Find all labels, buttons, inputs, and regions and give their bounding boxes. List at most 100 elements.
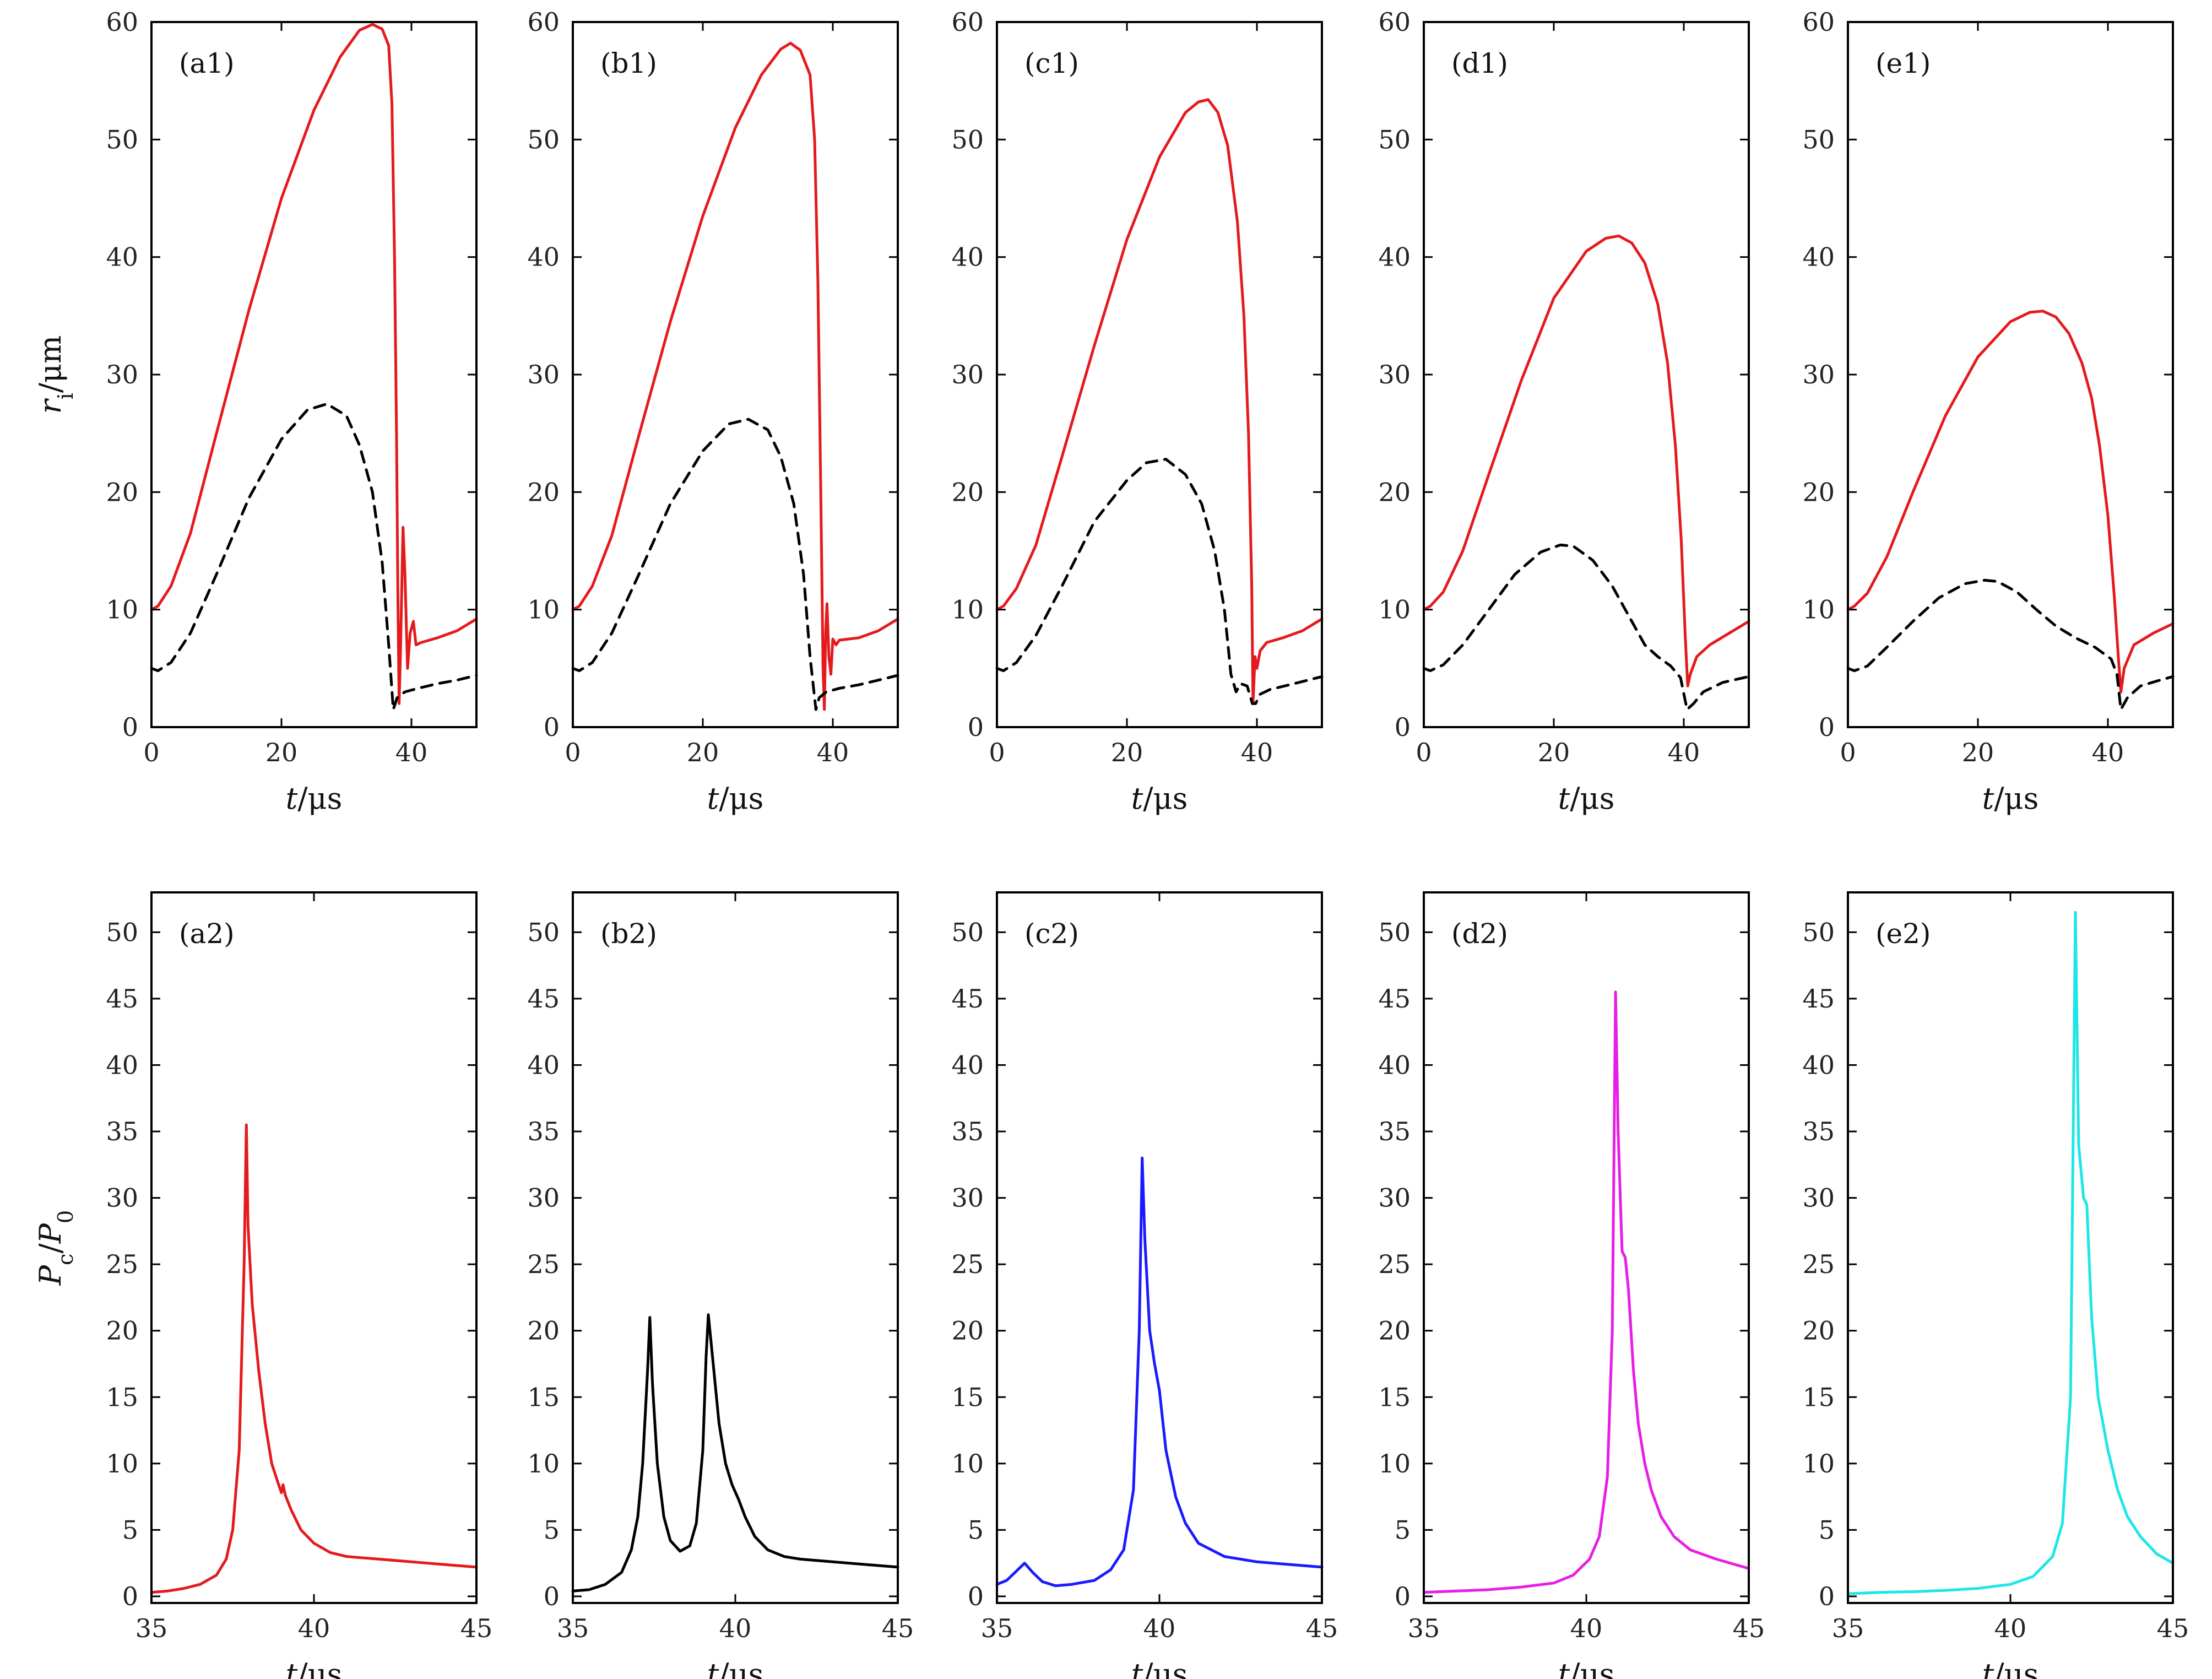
x-tick-label: 45 <box>1306 1613 1338 1643</box>
y-tick-label: 10 <box>1802 1449 1835 1478</box>
dashed-series-line <box>1846 578 2175 711</box>
y-tick-label: 30 <box>527 360 560 389</box>
x-tick-label: 40 <box>298 1613 330 1643</box>
x-tick-label: 40 <box>2092 738 2124 767</box>
y-tick-label: 50 <box>106 917 138 947</box>
y-tick-label: 20 <box>1802 477 1835 507</box>
x-tick-label: 40 <box>395 738 428 767</box>
y-tick-label: 40 <box>1802 242 1835 272</box>
y-tick-label: 25 <box>527 1249 560 1279</box>
x-tick-label: 45 <box>460 1613 493 1643</box>
x-axis-title: t/μs <box>1982 1657 2039 1679</box>
y-tick-label: 25 <box>951 1249 984 1279</box>
panel-e2: 35 40 45 0 5 10 15 20 25 30 35 40 45 50 (e2) t/μs <box>1802 891 2189 1679</box>
y-tick-label: 30 <box>1802 1183 1835 1213</box>
y-tick-label: 30 <box>951 1183 984 1213</box>
x-axis-title: t/μs <box>1131 781 1188 816</box>
solid-series-line <box>1422 234 1750 687</box>
panel-d1: 0 20 40 0 10 20 30 40 50 60 (d1) t/μs <box>1378 7 1750 816</box>
x-tick-label: 20 <box>687 738 719 767</box>
y-tick-label: 0 <box>544 1581 560 1611</box>
y-tick-label: 25 <box>1802 1249 1835 1279</box>
x-tick-label: 40 <box>1241 738 1273 767</box>
panel-label: (b2) <box>600 918 657 950</box>
solid-series-line <box>995 98 1324 705</box>
y-tick-label: 25 <box>106 1249 138 1279</box>
y-tick-label: 40 <box>527 242 560 272</box>
y-tick-label: 5 <box>544 1515 560 1545</box>
panel-label: (b1) <box>600 47 657 79</box>
solid-series-line <box>995 1156 1324 1588</box>
y-tick-label: 40 <box>951 242 984 272</box>
x-tick-label: 35 <box>557 1613 589 1643</box>
panel-label: (e1) <box>1875 47 1931 79</box>
dashed-series-line <box>150 402 478 711</box>
y-tick-label: 0 <box>1819 712 1835 742</box>
y-tick-label: 5 <box>1819 1515 1835 1545</box>
y-tick-label: 35 <box>951 1117 984 1146</box>
y-tick-label: 60 <box>527 7 560 37</box>
y-tick-label: 35 <box>527 1117 560 1146</box>
x-axis-title: t/μs <box>286 1657 343 1679</box>
y-tick-label: 20 <box>951 1316 984 1346</box>
x-tick-label: 35 <box>1832 1613 1864 1643</box>
x-tick-label: 40 <box>1570 1613 1603 1643</box>
panel-label: (d2) <box>1451 918 1508 950</box>
solid-series-line <box>150 23 478 705</box>
panel-d2: 35 40 45 0 5 10 15 20 25 30 35 40 45 50 (d2) t/μs <box>1378 891 1765 1679</box>
y-tick-label: 5 <box>968 1515 984 1545</box>
y-tick-label: 10 <box>951 1449 984 1478</box>
x-tick-label: 40 <box>719 1613 752 1643</box>
dashed-series-line <box>1422 543 1750 711</box>
plot-frame <box>150 891 478 1604</box>
x-tick-label: 45 <box>1733 1613 1765 1643</box>
panel-label: (a1) <box>179 47 235 79</box>
y-tick-label: 0 <box>968 1581 984 1611</box>
panel-a2: 35 40 45 0 5 10 15 20 25 30 35 40 45 50 (a2) t/μs Pc​/P0… <box>33 891 493 1679</box>
y-tick-label: 10 <box>1802 595 1835 625</box>
y-tick-label: 50 <box>106 124 138 154</box>
y-tick-label: 5 <box>1395 1515 1411 1545</box>
panel-c1: 0 20 40 0 10 20 30 40 50 60 (c1) t/μs <box>951 7 1324 816</box>
panel-b2: 35 40 45 0 5 10 15 20 25 30 35 40 45 50 (b2) t/μs <box>527 891 914 1679</box>
y-axis-title: ri​/μm <box>33 335 78 414</box>
y-tick-label: 30 <box>527 1183 560 1213</box>
x-tick-label: 45 <box>2157 1613 2189 1643</box>
x-tick-label: 40 <box>817 738 849 767</box>
y-tick-label: 25 <box>1378 1249 1411 1279</box>
y-tick-label: 20 <box>106 477 138 507</box>
panel-b1: 0 20 40 0 10 20 30 40 50 60 (b1) t/μs <box>527 7 899 816</box>
y-tick-label: 5 <box>122 1515 138 1545</box>
plot-frame <box>996 21 1323 728</box>
y-tick-label: 50 <box>951 917 984 947</box>
y-tick-label: 35 <box>106 1117 138 1146</box>
y-tick-label: 45 <box>527 984 560 1014</box>
solid-series-line <box>571 1313 899 1593</box>
plot-frame <box>150 21 478 728</box>
x-tick-label: 0 <box>1840 738 1856 767</box>
y-tick-label: 10 <box>106 1449 138 1478</box>
y-tick-label: 15 <box>951 1382 984 1412</box>
x-tick-label: 40 <box>1994 1613 2027 1643</box>
plot-frame <box>572 891 899 1604</box>
y-tick-label: 45 <box>106 984 138 1014</box>
y-tick-label: 30 <box>1802 360 1835 389</box>
x-axis-title: t/μs <box>1558 781 1615 816</box>
x-axis-title: t/μs <box>286 781 343 816</box>
x-axis-title: t/μs <box>1131 1657 1188 1679</box>
y-tick-label: 0 <box>968 712 984 742</box>
x-axis-title: t/μs <box>707 1657 764 1679</box>
y-tick-label: 20 <box>1378 1316 1411 1346</box>
y-tick-label: 35 <box>1802 1117 1835 1146</box>
y-tick-label: 10 <box>951 595 984 625</box>
panel-label: (a2) <box>179 918 235 950</box>
plot-frame <box>1847 891 2174 1604</box>
y-tick-label: 20 <box>1378 477 1411 507</box>
y-tick-label: 60 <box>1802 7 1835 37</box>
x-tick-label: 20 <box>1962 738 1994 767</box>
plot-frame <box>996 891 1323 1604</box>
y-tick-label: 45 <box>1802 984 1835 1014</box>
x-tick-label: 20 <box>1111 738 1143 767</box>
y-tick-label: 20 <box>106 1316 138 1346</box>
